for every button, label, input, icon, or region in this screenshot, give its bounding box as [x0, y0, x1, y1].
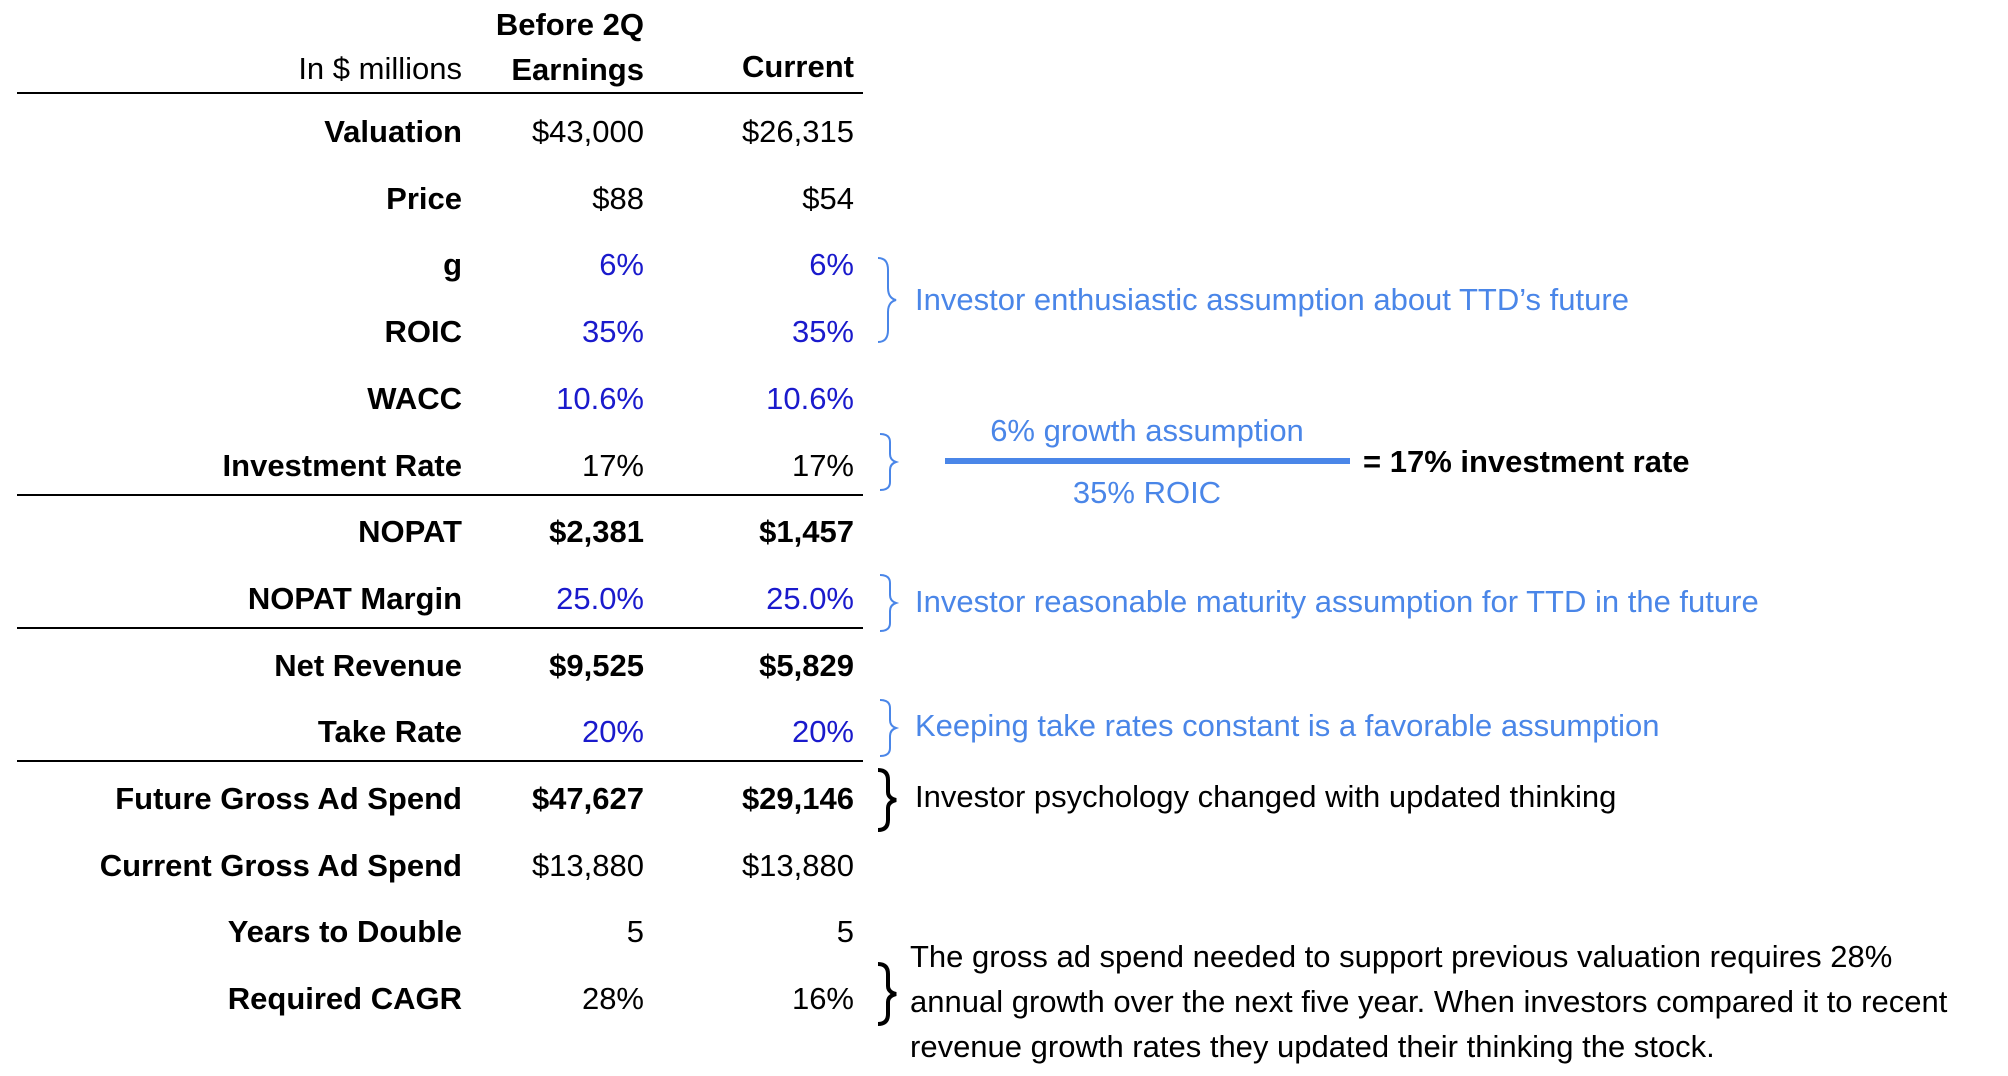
row-label: ROIC [384, 314, 463, 350]
row-label: Investment Rate [222, 447, 462, 483]
header-rule [17, 92, 863, 94]
cell-value: $1,457 [759, 514, 854, 550]
cell-value: $2,381 [549, 514, 644, 550]
brace [877, 962, 897, 1026]
row-label: Current Gross Ad Spend [99, 847, 462, 883]
row-label: WACC [367, 380, 462, 416]
brace [877, 257, 897, 343]
cell-value: 10.6% [766, 380, 854, 416]
cell-value: 20% [791, 714, 854, 750]
cell-value: $29,146 [741, 781, 854, 816]
annotation-line: The gross ad spend needed to support pre… [910, 939, 1893, 974]
row-rule [17, 760, 863, 763]
annotation: Investor psychology changed with updated… [915, 779, 1617, 814]
annotation: Keeping take rates constant is a favorab… [915, 708, 1660, 743]
annotation-line: revenue growth rates they updated their … [910, 1029, 1715, 1064]
cell-value: 6% [809, 247, 854, 283]
cell-value: $5,829 [759, 647, 854, 683]
row-label: Future Gross Ad Spend [115, 781, 462, 816]
row-label: Valuation [324, 114, 462, 149]
cell-value: $26,315 [741, 114, 854, 149]
cell-value: 10.6% [556, 380, 644, 416]
formula-result: = 17% investment rate [1363, 444, 1690, 479]
cell-value: 25.0% [556, 580, 644, 616]
cell-value: $47,627 [531, 781, 644, 816]
cell-value: 5 [626, 914, 644, 950]
cell-value: $43,000 [531, 114, 644, 149]
row-label: NOPAT [358, 514, 462, 550]
annotation: Investor enthusiastic assumption about T… [915, 282, 1629, 317]
row-label: Required CAGR [227, 981, 462, 1017]
formula-numerator: 6% growth assumption [990, 413, 1304, 448]
unit-label: In $ millions [298, 51, 462, 86]
row-label: Years to Double [227, 914, 462, 950]
row-label: Net Revenue [274, 647, 462, 683]
formula-denominator: 35% ROIC [1072, 475, 1222, 510]
cell-value: 6% [599, 247, 644, 283]
cell-value: 17% [791, 447, 854, 483]
column-header: Before 2Q Earnings [495, 7, 644, 87]
cell-value: 17% [581, 447, 644, 483]
cell-value: 20% [581, 714, 644, 750]
cell-value: $13,880 [531, 847, 644, 883]
cell-value: $9,525 [549, 647, 644, 683]
cell-value: 28% [581, 981, 644, 1017]
cell-value: 25.0% [766, 580, 854, 616]
cell-value: 35% [581, 314, 644, 350]
brace [879, 433, 900, 491]
brace [879, 574, 900, 632]
row-label: Price [386, 180, 462, 216]
annotation-line: annual growth over the next five year. W… [910, 984, 1948, 1019]
brace [877, 768, 897, 832]
cell-value: $88 [592, 180, 644, 216]
column-header: Current [742, 49, 854, 84]
cell-value: 35% [791, 314, 854, 350]
cell-value: 16% [791, 981, 854, 1017]
row-label: g [443, 247, 462, 283]
annotation: Investor reasonable maturity assumption … [915, 584, 1759, 619]
brace [879, 699, 900, 757]
row-label: Take Rate [317, 714, 462, 750]
row-rule [17, 493, 863, 496]
row-label: NOPAT Margin [247, 580, 462, 616]
cell-value: 5 [836, 914, 854, 950]
row-rule [17, 626, 863, 629]
cell-value: $13,880 [741, 847, 854, 883]
cell-value: $54 [802, 180, 854, 216]
